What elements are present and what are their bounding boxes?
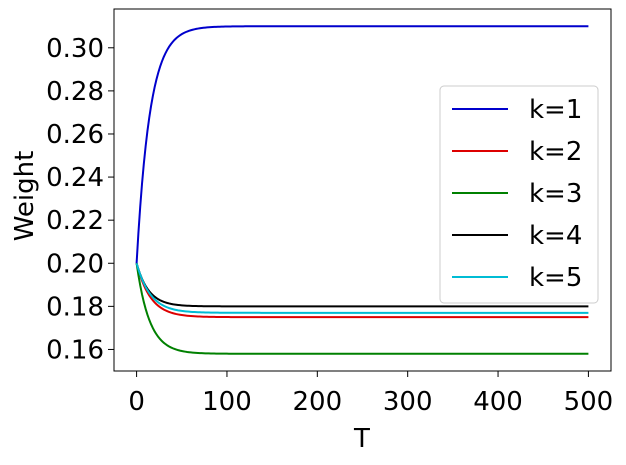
x-tick-label: 400: [473, 387, 523, 417]
y-axis: 0.16 0.18 0.20 0.22 0.24 0.26 0.28 0.30: [46, 34, 114, 365]
y-tick-label: 0.16: [46, 335, 104, 365]
legend: k=1 k=2 k=3 k=4 k=5: [439, 85, 599, 304]
legend-label: k=3: [529, 179, 582, 209]
axes-frame: [113, 8, 612, 372]
y-tick-label: 0.26: [46, 120, 104, 150]
plot-lines: [135, 25, 589, 355]
legend-label: k=4: [529, 221, 582, 251]
y-tick-label: 0.20: [46, 249, 104, 279]
legend-label: k=2: [529, 137, 582, 167]
y-tick-label: 0.24: [46, 163, 104, 193]
series-line-5: [135, 262, 589, 314]
series-line-3: [135, 263, 589, 355]
y-tick-label: 0.18: [46, 292, 104, 322]
x-tick-label: 500: [564, 387, 614, 417]
x-axis-label: T: [353, 424, 370, 454]
x-tick-label: 200: [292, 387, 342, 417]
series-line-4: [135, 262, 589, 308]
legend-label: k=5: [529, 263, 582, 293]
x-tick-label: 100: [202, 387, 252, 417]
x-tick-label: 300: [383, 387, 433, 417]
y-tick-label: 0.30: [46, 34, 104, 64]
legend-label: k=1: [529, 95, 582, 125]
x-axis: 0 100 200 300 400 500: [128, 371, 613, 417]
x-tick-label: 0: [128, 387, 145, 417]
series-line-1: [135, 25, 589, 264]
y-axis-label: Weight: [10, 151, 40, 242]
y-tick-label: 0.22: [46, 206, 104, 236]
legend-box: [439, 85, 599, 304]
y-tick-label: 0.28: [46, 77, 104, 107]
series-line-2: [135, 262, 589, 319]
